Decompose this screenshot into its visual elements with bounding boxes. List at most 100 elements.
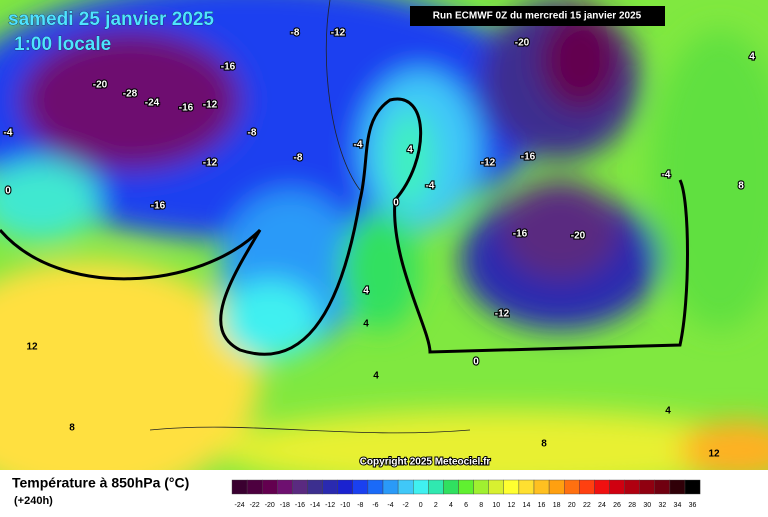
contour-label: -16 [151, 201, 166, 212]
contour-label: -8 [294, 153, 303, 164]
colorbar-swatch [277, 479, 293, 495]
contour-label: -24 [145, 98, 160, 109]
colorbar-swatch [322, 479, 338, 495]
contour-label: 4 [749, 52, 755, 63]
colorbar-swatch [533, 479, 550, 495]
colorbar-label: 6 [464, 502, 468, 509]
contour-label: -12 [203, 158, 218, 169]
colorbar-label: -2 [403, 502, 409, 509]
colorbar-swatch [458, 479, 474, 495]
colorbar: -24 -22 -20 -18 -16 -14 -12 -10 -8 -6 -4 -2 0 2 4 6 8 10 1… [231, 479, 701, 509]
colorbar-label: 30 [643, 502, 651, 509]
legend-title: Température à 850hPa (°C) [12, 475, 189, 491]
colorbar-swatch [262, 479, 278, 495]
run-box [410, 6, 665, 26]
colorbar-label: 18 [553, 502, 561, 509]
colorbar-label: -20 [265, 502, 275, 509]
contour-label: 8 [69, 423, 75, 434]
contour-label: 12 [26, 342, 38, 353]
colorbar-label: -16 [295, 502, 305, 509]
contour-label: 0 [5, 186, 11, 197]
colorbar-label: 34 [674, 502, 682, 509]
colorbar-swatch [246, 479, 263, 495]
colorbar-label: 24 [598, 502, 606, 509]
colorbar-label: 26 [613, 502, 621, 509]
colorbar-label: 2 [434, 502, 438, 509]
contour-label: 12 [708, 449, 720, 460]
colorbar-swatch [654, 479, 671, 495]
contour-label: -8 [248, 128, 257, 139]
contour-label: -4 [662, 170, 671, 181]
colorbar-label: -24 [234, 502, 244, 509]
colorbar-label: -10 [340, 502, 350, 509]
colorbar-label: 0 [419, 502, 423, 509]
colorbar-swatch [292, 479, 308, 495]
contour-label: -20 [571, 231, 586, 242]
colorbar-swatch [488, 479, 505, 495]
copyright: Copyright 2025 Meteociel.fr [360, 457, 491, 468]
colorbar-label: -18 [280, 502, 290, 509]
run-text: Run ECMWF 0Z du mercredi 15 janvier 2025 [433, 11, 642, 22]
colorbar-label: 14 [523, 502, 531, 509]
colorbar-label: -12 [325, 502, 335, 509]
colorbar-swatch [231, 479, 248, 495]
colorbar-label: -22 [250, 502, 260, 509]
colorbar-swatch [503, 479, 520, 495]
contour-label: 4 [363, 286, 369, 297]
colorbar-swatch [518, 479, 535, 495]
contour-label: 0 [393, 198, 399, 209]
colorbar-label: 32 [658, 502, 666, 509]
contour-label: -12 [203, 100, 218, 111]
contour-label: -16 [179, 103, 194, 114]
colorbar-swatch [624, 479, 640, 495]
colorbar-label: -8 [357, 502, 363, 509]
contour-label: -16 [521, 152, 536, 163]
colorbar-swatch [684, 479, 701, 495]
date-title: samedi 25 janvier 2025 [8, 9, 214, 30]
colorbar-swatch [548, 479, 565, 495]
contour-label: 4 [407, 145, 413, 156]
colorbar-label: 28 [628, 502, 636, 509]
contour-label: -28 [123, 89, 138, 100]
colorbar-label: 10 [492, 502, 500, 509]
colorbar-swatch [307, 479, 323, 495]
contour-label: -4 [4, 128, 13, 139]
colorbar-label: 16 [538, 502, 546, 509]
contour-label: -12 [495, 309, 510, 320]
colorbar-swatch [564, 479, 580, 495]
colorbar-label: 8 [479, 502, 483, 509]
colorbar-swatch [382, 479, 399, 495]
legend-lead: (+240h) [14, 495, 53, 507]
colorbar-label: 12 [507, 502, 515, 509]
contour-label: 4 [665, 406, 671, 417]
coastline [149, 0, 471, 434]
colorbar-swatch [579, 479, 595, 495]
colorbar-swatch [352, 479, 369, 495]
colorbar-label: 36 [689, 502, 697, 509]
time-title: 1:00 locale [14, 34, 111, 55]
contour-label: -20 [515, 38, 530, 49]
colorbar-label: -6 [372, 502, 378, 509]
contour-labels: -20 -28 -24 -16 -12 -4 0 -16 -12 -8 -16 -8 -12 -8 -4 4 -… [2, 27, 756, 460]
contour-label: -4 [354, 140, 363, 151]
colorbar-label: 20 [568, 502, 576, 509]
colorbar-label: 4 [449, 502, 453, 509]
contour-label: -8 [291, 28, 300, 39]
contour-label: -12 [481, 158, 496, 169]
colorbar-swatch [397, 479, 414, 495]
contour-label: -16 [513, 229, 528, 240]
contour-label: 4 [363, 319, 369, 330]
colorbar-label: -14 [310, 502, 320, 509]
contour-label: 8 [541, 439, 547, 450]
contour-label: -4 [426, 181, 435, 192]
colorbar-label: 22 [583, 502, 591, 509]
colorbar-swatch [609, 479, 625, 495]
map-field [0, 0, 768, 500]
colorbar-swatch [473, 479, 489, 495]
colorbar-swatch [594, 479, 610, 495]
colorbar-swatch [428, 479, 444, 495]
colorbar-label: -4 [387, 502, 393, 509]
colorbar-swatch [639, 479, 656, 495]
